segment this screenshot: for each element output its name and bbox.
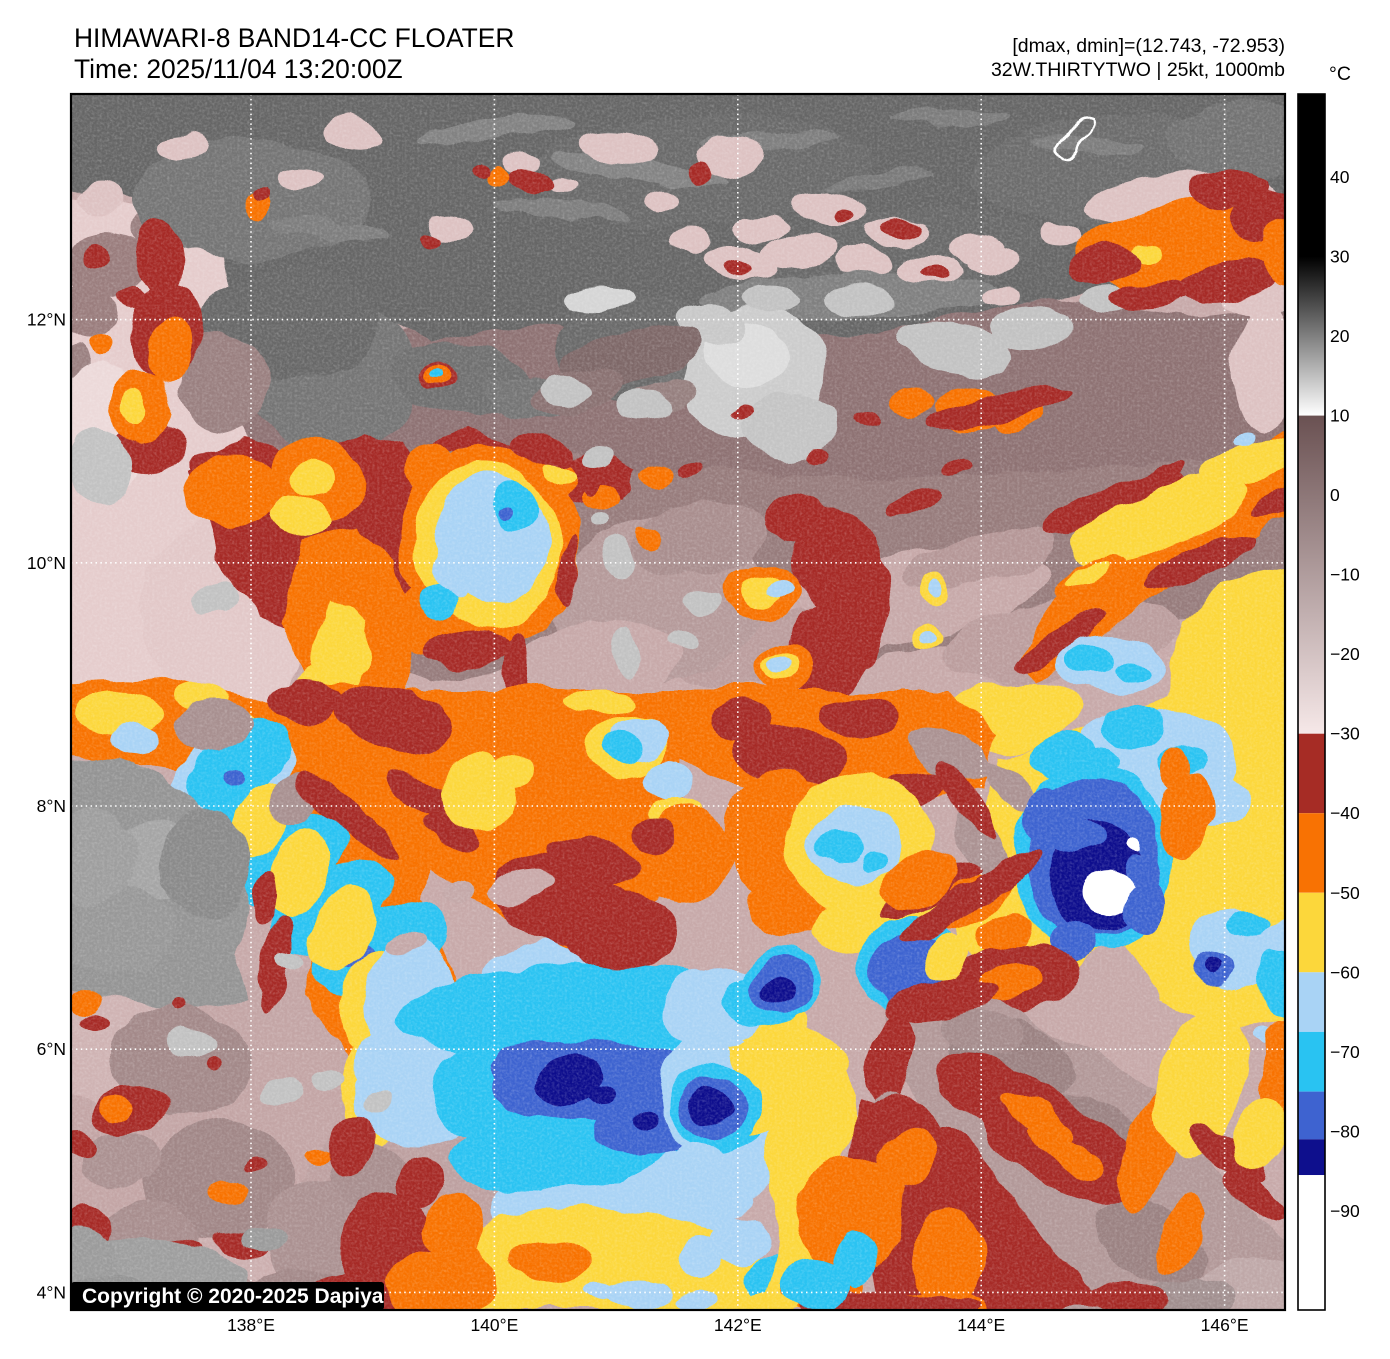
svg-text:138°E: 138°E [227,1315,275,1335]
svg-text:−30: −30 [1330,724,1360,744]
svg-text:Copyright © 2020-2025 Dapiya: Copyright © 2020-2025 Dapiya [82,1285,384,1308]
svg-text:0: 0 [1330,485,1340,505]
svg-text:140°E: 140°E [470,1315,518,1335]
svg-text:−40: −40 [1330,803,1360,823]
svg-text:4°N: 4°N [37,1282,66,1302]
svg-text:−10: −10 [1330,565,1360,585]
svg-text:146°E: 146°E [1201,1315,1249,1335]
svg-text:−20: −20 [1330,644,1360,664]
svg-text:32W.THIRTYTWO | 25kt, 1000mb: 32W.THIRTYTWO | 25kt, 1000mb [991,59,1285,81]
svg-text:HIMAWARI-8 BAND14-CC FLOATER: HIMAWARI-8 BAND14-CC FLOATER [74,23,514,53]
svg-text:−60: −60 [1330,962,1360,982]
svg-text:10: 10 [1330,406,1350,426]
svg-text:20: 20 [1330,326,1350,346]
svg-text:8°N: 8°N [37,796,66,816]
svg-text:142°E: 142°E [714,1315,762,1335]
svg-text:12°N: 12°N [27,310,66,330]
svg-text:6°N: 6°N [37,1039,66,1059]
svg-text:Time: 2025/11/04 13:20:00Z: Time: 2025/11/04 13:20:00Z [74,54,403,84]
svg-text:°C: °C [1329,63,1351,85]
svg-text:40: 40 [1330,167,1350,187]
svg-text:30: 30 [1330,247,1350,267]
svg-text:−90: −90 [1330,1201,1360,1221]
svg-text:−70: −70 [1330,1042,1360,1062]
svg-text:10°N: 10°N [27,553,66,573]
svg-text:[dmax, dmin]=(12.743, -72.953): [dmax, dmin]=(12.743, -72.953) [1012,35,1285,57]
svg-text:144°E: 144°E [957,1315,1005,1335]
svg-text:−80: −80 [1330,1121,1360,1141]
svg-text:−50: −50 [1330,883,1360,903]
